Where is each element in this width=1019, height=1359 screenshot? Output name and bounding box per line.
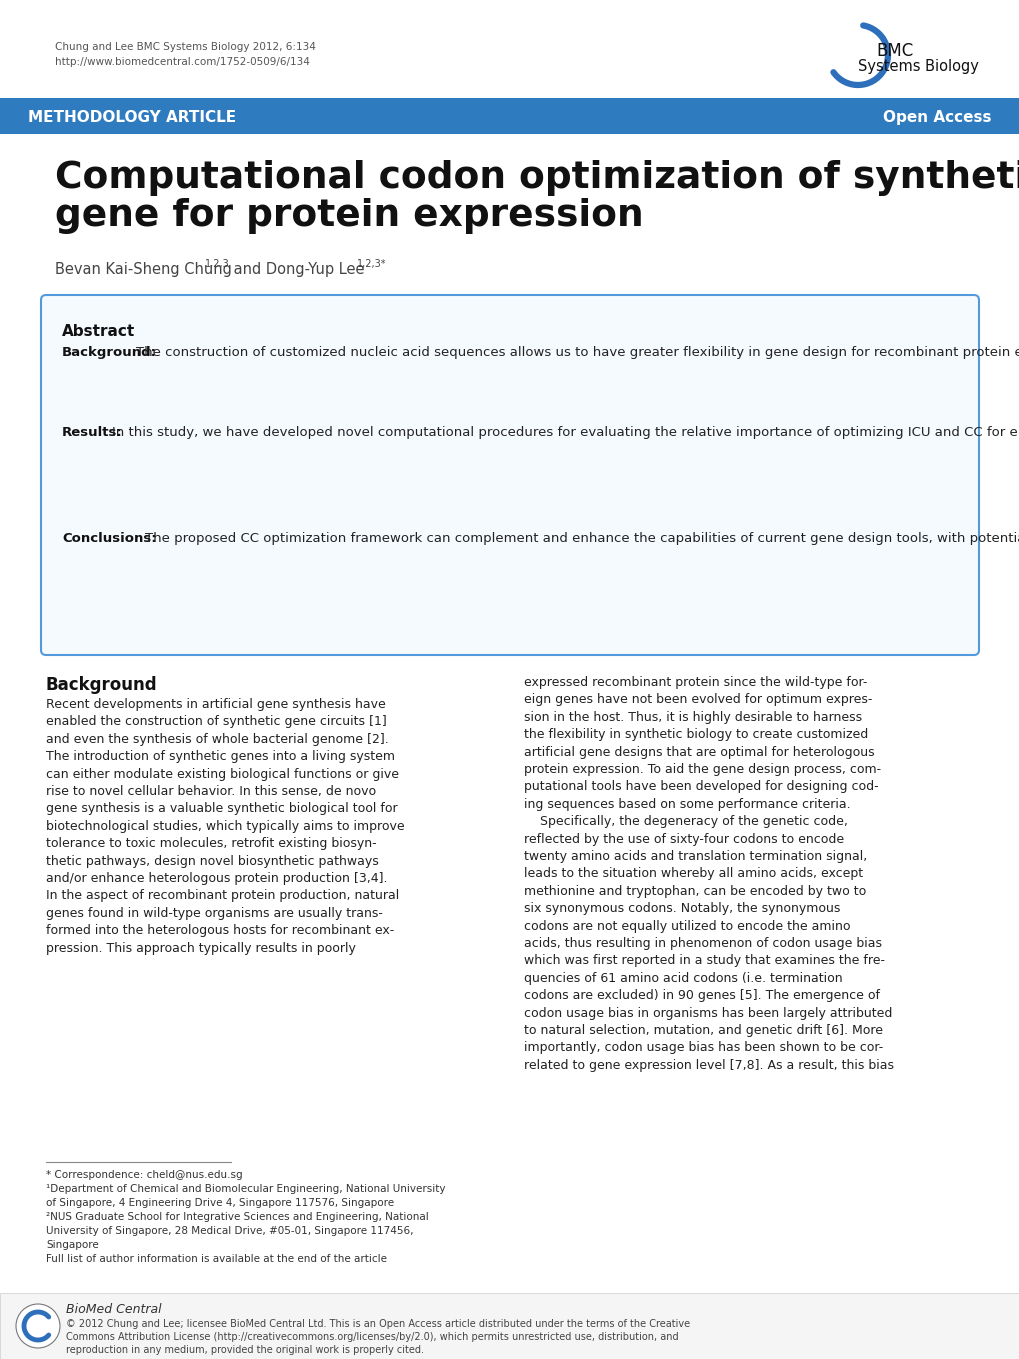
FancyBboxPatch shape: [41, 295, 978, 655]
Text: http://www.biomedcentral.com/1752-0509/6/134: http://www.biomedcentral.com/1752-0509/6…: [55, 57, 310, 67]
Text: Open Access: Open Access: [882, 110, 991, 125]
Text: Bevan Kai-Sheng Chung: Bevan Kai-Sheng Chung: [55, 262, 231, 277]
Text: expressed recombinant protein since the wild-type for-
eign genes have not been : expressed recombinant protein since the …: [524, 675, 893, 1072]
Bar: [0, 98, 1019, 135]
Text: Chung and Lee BMC Systems Biology 2012, 6:134: Chung and Lee BMC Systems Biology 2012, …: [55, 42, 316, 52]
Text: 1,2,3: 1,2,3: [205, 260, 229, 269]
Text: * Correspondence: cheld@nus.edu.sg
¹Department of Chemical and Biomolecular Engi: * Correspondence: cheld@nus.edu.sg ¹Depa…: [46, 1170, 445, 1264]
Text: METHODOLOGY ARTICLE: METHODOLOGY ARTICLE: [28, 110, 235, 125]
Text: Systems Biology: Systems Biology: [857, 58, 978, 73]
Text: The proposed CC optimization framework can complement and enhance the capabiliti: The proposed CC optimization framework c…: [145, 531, 1019, 545]
Text: Background: Background: [46, 675, 158, 694]
Text: In this study, we have developed novel computational procedures for evaluating t: In this study, we have developed novel c…: [112, 425, 1019, 439]
Text: gene for protein expression: gene for protein expression: [55, 198, 643, 234]
Text: Conclusions:: Conclusions:: [62, 531, 157, 545]
Text: Results:: Results:: [62, 425, 122, 439]
Text: BMC: BMC: [875, 42, 912, 60]
Text: The construction of customized nucleic acid sequences allows us to have greater : The construction of customized nucleic a…: [136, 347, 1019, 359]
Text: Background:: Background:: [62, 347, 157, 359]
Circle shape: [16, 1305, 60, 1348]
Text: BioMed Central: BioMed Central: [66, 1303, 161, 1316]
Text: © 2012 Chung and Lee; licensee BioMed Central Ltd. This is an Open Access articl: © 2012 Chung and Lee; licensee BioMed Ce…: [66, 1320, 690, 1355]
Text: 1,2,3*: 1,2,3*: [357, 260, 386, 269]
Text: and Dong-Yup Lee: and Dong-Yup Lee: [229, 262, 364, 277]
Text: Abstract: Abstract: [62, 323, 136, 338]
Text: Recent developments in artificial gene synthesis have
enabled the construction o: Recent developments in artificial gene s…: [46, 699, 405, 954]
Bar: [0, 1292, 1019, 1359]
Text: Computational codon optimization of synthetic: Computational codon optimization of synt…: [55, 160, 1019, 196]
